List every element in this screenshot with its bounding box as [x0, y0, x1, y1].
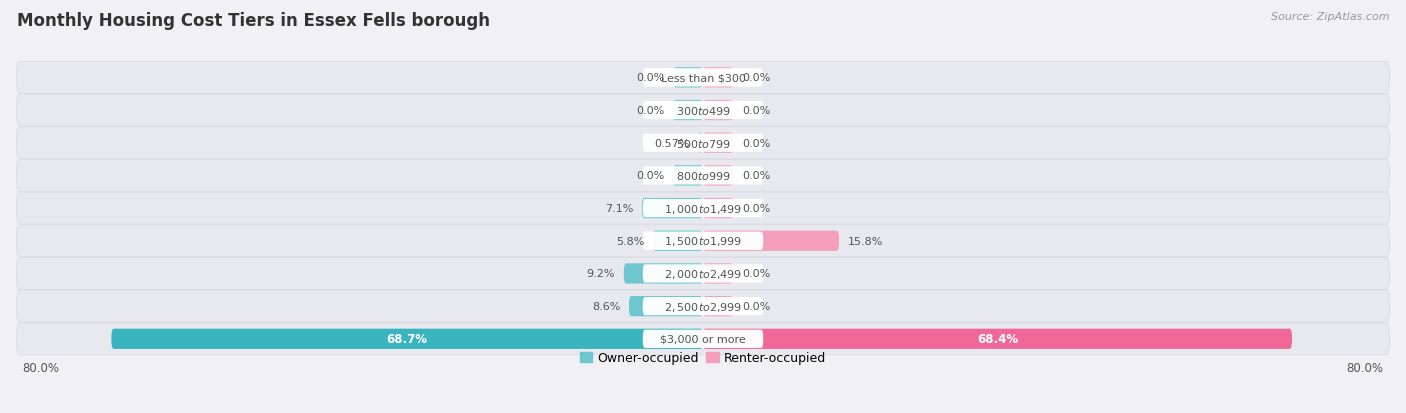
FancyBboxPatch shape [703, 166, 733, 186]
FancyBboxPatch shape [643, 330, 763, 348]
Text: $1,500 to $1,999: $1,500 to $1,999 [664, 235, 742, 248]
FancyBboxPatch shape [628, 296, 703, 316]
FancyBboxPatch shape [703, 296, 733, 316]
Text: 0.0%: 0.0% [636, 171, 664, 181]
FancyBboxPatch shape [703, 68, 733, 88]
FancyBboxPatch shape [699, 133, 703, 154]
Text: $1,000 to $1,499: $1,000 to $1,499 [664, 202, 742, 215]
Text: 15.8%: 15.8% [848, 236, 883, 246]
Text: 0.57%: 0.57% [654, 138, 689, 148]
FancyBboxPatch shape [703, 329, 1292, 349]
FancyBboxPatch shape [17, 290, 1389, 323]
Text: $3,000 or more: $3,000 or more [661, 334, 745, 344]
FancyBboxPatch shape [703, 133, 733, 154]
Text: $500 to $799: $500 to $799 [675, 138, 731, 150]
Text: $2,000 to $2,499: $2,000 to $2,499 [664, 267, 742, 280]
FancyBboxPatch shape [624, 263, 703, 284]
Text: Source: ZipAtlas.com: Source: ZipAtlas.com [1271, 12, 1389, 22]
FancyBboxPatch shape [643, 232, 763, 250]
Text: 80.0%: 80.0% [22, 361, 59, 374]
FancyBboxPatch shape [703, 231, 839, 251]
Text: 0.0%: 0.0% [742, 204, 770, 214]
Text: $800 to $999: $800 to $999 [675, 170, 731, 182]
FancyBboxPatch shape [17, 127, 1389, 159]
Text: 68.7%: 68.7% [387, 332, 427, 345]
FancyBboxPatch shape [673, 68, 703, 88]
FancyBboxPatch shape [703, 263, 733, 284]
FancyBboxPatch shape [673, 101, 703, 121]
Text: 0.0%: 0.0% [742, 73, 770, 83]
FancyBboxPatch shape [643, 199, 763, 218]
FancyBboxPatch shape [643, 69, 763, 87]
FancyBboxPatch shape [17, 192, 1389, 225]
FancyBboxPatch shape [643, 265, 763, 283]
Text: 0.0%: 0.0% [636, 73, 664, 83]
FancyBboxPatch shape [643, 102, 763, 120]
Text: 9.2%: 9.2% [586, 269, 616, 279]
FancyBboxPatch shape [703, 199, 733, 218]
Text: $2,500 to $2,999: $2,500 to $2,999 [664, 300, 742, 313]
Text: 0.0%: 0.0% [636, 106, 664, 116]
Legend: Owner-occupied, Renter-occupied: Owner-occupied, Renter-occupied [575, 347, 831, 370]
Text: 68.4%: 68.4% [977, 332, 1018, 345]
FancyBboxPatch shape [652, 231, 703, 251]
Text: 5.8%: 5.8% [616, 236, 644, 246]
FancyBboxPatch shape [111, 329, 703, 349]
FancyBboxPatch shape [17, 323, 1389, 355]
FancyBboxPatch shape [703, 101, 733, 121]
Text: 0.0%: 0.0% [742, 106, 770, 116]
Text: 7.1%: 7.1% [605, 204, 633, 214]
Text: 0.0%: 0.0% [742, 171, 770, 181]
Text: $300 to $499: $300 to $499 [675, 105, 731, 117]
FancyBboxPatch shape [643, 297, 763, 316]
FancyBboxPatch shape [643, 199, 703, 218]
Text: Less than $300: Less than $300 [661, 73, 745, 83]
Text: 0.0%: 0.0% [742, 301, 770, 311]
FancyBboxPatch shape [17, 258, 1389, 290]
Text: 0.0%: 0.0% [742, 269, 770, 279]
FancyBboxPatch shape [673, 166, 703, 186]
FancyBboxPatch shape [17, 95, 1389, 127]
FancyBboxPatch shape [643, 134, 763, 152]
FancyBboxPatch shape [17, 225, 1389, 257]
Text: 80.0%: 80.0% [1347, 361, 1384, 374]
FancyBboxPatch shape [643, 167, 763, 185]
Text: 8.6%: 8.6% [592, 301, 620, 311]
FancyBboxPatch shape [17, 62, 1389, 94]
Text: 0.0%: 0.0% [742, 138, 770, 148]
Text: Monthly Housing Cost Tiers in Essex Fells borough: Monthly Housing Cost Tiers in Essex Fell… [17, 12, 489, 30]
FancyBboxPatch shape [17, 160, 1389, 192]
